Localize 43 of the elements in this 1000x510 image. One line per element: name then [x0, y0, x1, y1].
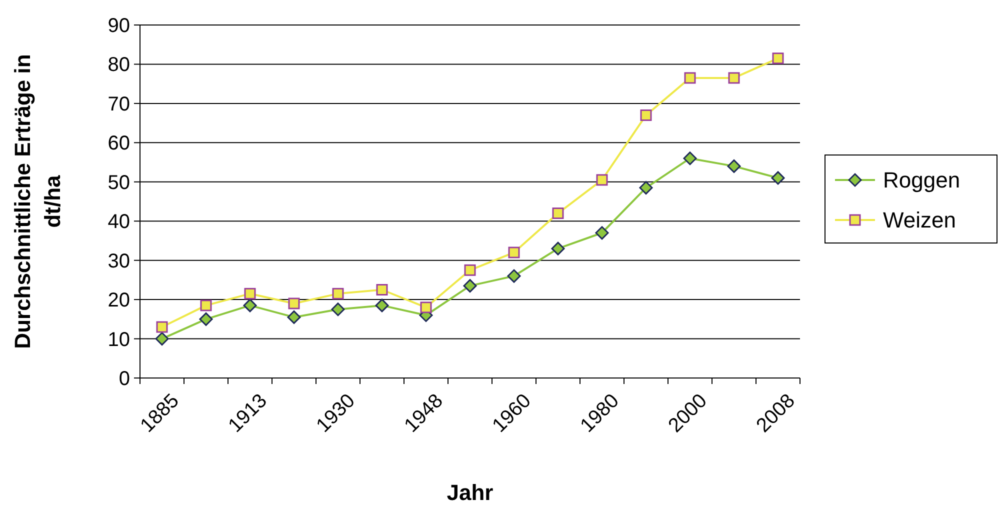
point [288, 298, 300, 310]
y-tick-label: 0 [118, 368, 130, 390]
point [727, 159, 741, 173]
point [596, 174, 608, 186]
point [199, 312, 213, 326]
point [551, 242, 565, 256]
y-tick-label: 70 [108, 93, 130, 116]
point [464, 264, 476, 276]
point [463, 279, 477, 293]
y-tick-label: 40 [108, 211, 130, 234]
y-tick-label: 30 [108, 250, 130, 272]
x-axis-title: Jahr [446, 480, 494, 505]
legend-label: Roggen [883, 168, 960, 193]
point [683, 152, 697, 166]
point [595, 226, 609, 240]
point [200, 300, 212, 312]
point [332, 288, 344, 300]
point [287, 310, 301, 324]
y-tick-label: 20 [108, 290, 130, 312]
y-tick-label: 10 [108, 328, 130, 351]
point [376, 284, 388, 296]
point [331, 302, 345, 316]
y-tick-label: 60 [108, 132, 130, 155]
point [684, 72, 696, 84]
point [640, 109, 652, 121]
point [375, 298, 389, 312]
point [507, 269, 521, 283]
point [639, 181, 653, 195]
point [244, 288, 256, 300]
y-axis-title: Durchschnittliche Erträge in dt/ha [10, 54, 65, 349]
y-tick-label: 50 [108, 172, 130, 194]
legend-label: Weizen [883, 208, 956, 233]
point [156, 321, 168, 333]
y-tick-label: 80 [108, 54, 130, 76]
point [508, 246, 520, 258]
point [552, 208, 564, 220]
point [772, 52, 784, 64]
point [420, 302, 432, 314]
point [155, 332, 169, 346]
point [771, 171, 785, 185]
point [728, 72, 740, 84]
point [243, 298, 257, 312]
y-tick-label: 90 [108, 15, 130, 37]
